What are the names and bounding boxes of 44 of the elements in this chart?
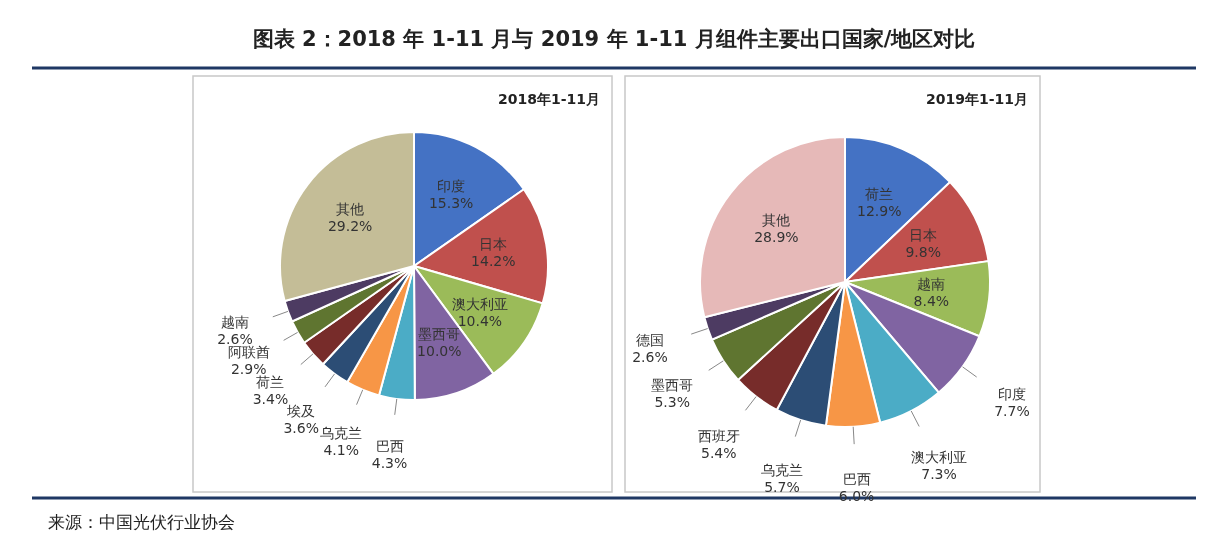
slice-label: 巴西 (375, 438, 404, 455)
slice-label: 墨西哥 (651, 377, 694, 394)
slice-label: 乌克兰 (320, 425, 363, 442)
slice-label: 荷兰 (865, 185, 894, 202)
data-label: 5.3% (654, 394, 690, 411)
source-note: 来源：中国光伏行业协会 (48, 512, 235, 532)
slice-label: 印度 (997, 386, 1026, 402)
data-label: 28.9% (754, 228, 799, 245)
slice-label: 乌克兰 (760, 461, 803, 478)
data-label: 4.1% (323, 442, 359, 459)
data-label: 3.6% (283, 419, 319, 436)
slice-label: 巴西 (842, 471, 871, 488)
slice-label: 澳大利亚 (451, 295, 508, 312)
data-label: 5.7% (764, 478, 800, 495)
chart-subtitle: 2019年1-11月 (926, 91, 1028, 107)
slice-label: 埃及 (286, 402, 316, 419)
slice-label: 其他 (336, 200, 365, 217)
data-label: 6.0% (838, 488, 875, 505)
slice-label: 荷兰 (256, 374, 285, 391)
data-label: 7.7% (994, 403, 1030, 419)
data-label: 15.3% (428, 195, 474, 212)
data-label: 2.9% (230, 360, 267, 377)
chart-subtitle: 2018年1-11月 (498, 91, 600, 107)
slice-label: 印度 (437, 178, 466, 195)
data-label: 4.3% (371, 455, 408, 472)
data-label: 2.6% (632, 348, 668, 365)
data-label: 8.4% (913, 292, 950, 309)
slice-label: 越南 (220, 313, 249, 330)
data-label: 10.0% (417, 342, 462, 359)
text: 图表 2：2018 年 1-11 月与 2019 年 1-11 月组件主要出口国家/地区对比 (252, 27, 976, 51)
slice-label: 澳大利亚 (911, 448, 968, 465)
data-label: 9.8% (905, 244, 942, 261)
slice-label: 其他 (762, 211, 791, 228)
slice-label: 日本 (909, 227, 938, 244)
data-label: 3.4% (252, 391, 289, 408)
slice-label: 西班牙 (697, 428, 740, 445)
data-label: 29.2% (327, 217, 373, 234)
data-label: 12.9% (857, 202, 902, 219)
data-label: 7.3% (921, 465, 957, 482)
slice-label: 日本 (479, 236, 508, 253)
slice-label: 越南 (917, 275, 946, 292)
data-label: 14.2% (471, 253, 516, 270)
slice-label: 德国 (635, 331, 664, 348)
data-label: 5.4% (701, 445, 737, 462)
